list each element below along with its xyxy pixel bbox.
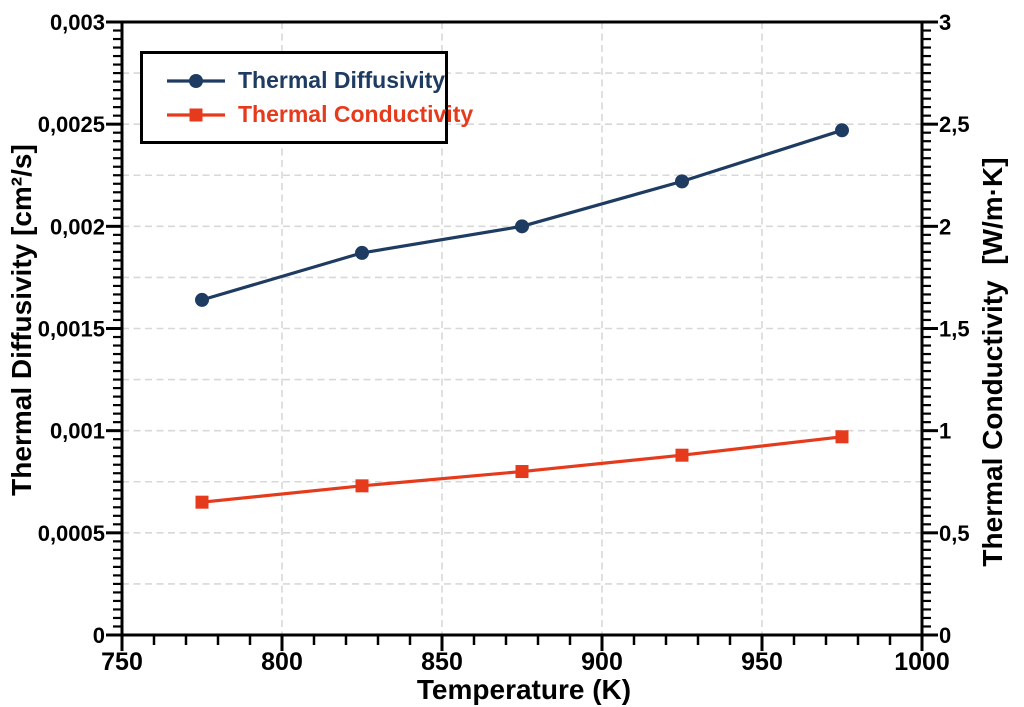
x-axis-title: Temperature (K): [416, 674, 632, 705]
legend-item-thermal-diffusivity: Thermal Diffusivity: [167, 67, 445, 94]
series-thermal-diffusivity-marker: [835, 123, 849, 138]
series-thermal-diffusivity-marker: [195, 292, 209, 307]
y-left-tick-label: 0,0005: [38, 521, 105, 546]
y-right-tick-label: 1: [939, 419, 951, 444]
square-marker-icon: [167, 105, 225, 125]
legend-label: Thermal Conductivity: [238, 101, 474, 127]
y-right-tick-label: 1,5: [939, 317, 970, 342]
legend: Thermal Diffusivity Thermal Conductivity: [140, 51, 473, 144]
x-tick-label: 850: [421, 648, 463, 676]
series-thermal-conductivity-marker: [675, 448, 689, 462]
y-right-tick-label: 0,5: [939, 521, 970, 546]
left-axis-title: Thermal Diffusivity [cm²/s]: [6, 144, 37, 496]
y-left-tick-label: 0,003: [50, 10, 105, 35]
y-left-tick-label: 0,0025: [38, 112, 105, 137]
right-axis-title: Thermal Conductivity [W/m·K]: [977, 157, 1008, 567]
x-tick-label: 900: [581, 648, 623, 676]
y-left-tick-label: 0,002: [50, 214, 105, 239]
legend-label: Thermal Diffusivity: [238, 67, 446, 93]
series-thermal-conductivity-marker: [515, 465, 529, 479]
y-right-tick-label: 2: [939, 214, 951, 239]
y-right-tick-label: 3: [939, 10, 951, 35]
y-left-tick-label: 0,001: [50, 419, 105, 444]
series-thermal-diffusivity-line: [201, 128, 843, 302]
series-thermal-diffusivity-marker: [675, 174, 689, 189]
x-tick-label: 1000: [894, 648, 950, 676]
y-right-tick-label: 2,5: [939, 112, 970, 137]
series-thermal-diffusivity-marker: [355, 245, 369, 260]
x-tick-label: 950: [741, 648, 783, 676]
series-thermal-conductivity-marker: [835, 430, 849, 444]
y-left-tick-label: 0: [93, 623, 105, 648]
series-thermal-conductivity-marker: [355, 479, 369, 493]
x-tick-label: 800: [261, 648, 303, 676]
x-tick-label: 750: [101, 648, 143, 676]
y-left-tick-label: 0,0015: [38, 317, 105, 342]
y-right-tick-label: 0: [939, 623, 951, 648]
series-thermal-diffusivity-marker: [515, 219, 529, 234]
series-thermal-conductivity-marker: [195, 495, 209, 509]
circle-marker-icon: [167, 71, 225, 91]
legend-item-thermal-conductivity: Thermal Conductivity: [167, 101, 473, 128]
